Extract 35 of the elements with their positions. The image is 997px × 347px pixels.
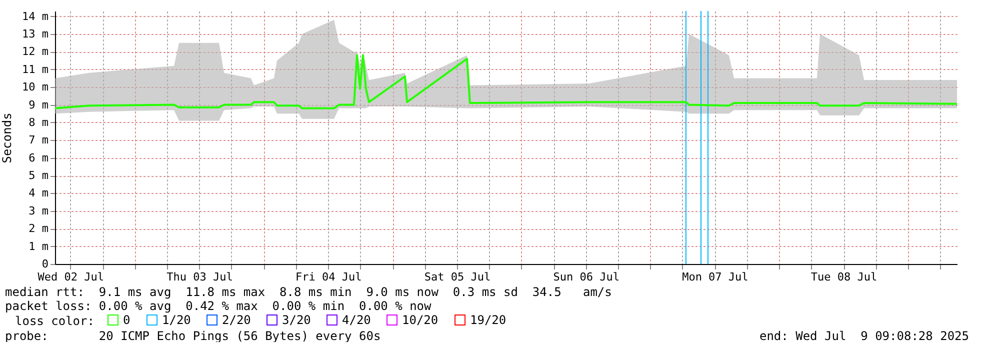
legend-label: 0: [123, 313, 130, 327]
legend-label: 2/20: [222, 313, 251, 327]
y-tick-label: 3 m: [28, 204, 49, 218]
y-tick-label: 2 m: [28, 222, 49, 236]
legend-label: 3/20: [282, 313, 311, 327]
legend-label: 1/20: [162, 313, 191, 327]
y-axis-title: Seconds: [0, 112, 14, 164]
y-tick-label: 8 m: [28, 116, 49, 129]
y-tick-label: 7 m: [28, 134, 49, 147]
y-tick-label: 13 m: [22, 28, 49, 40]
y-tick-label: 0: [42, 258, 48, 270]
legend-label: 4/20: [342, 313, 371, 327]
legend-title: loss color:: [15, 314, 94, 328]
text: end: Wed Jul 9 09:08:28 2025: [759, 329, 969, 343]
line-series: [54, 54, 958, 110]
y-tick-label: 6 m: [28, 151, 49, 164]
x-tick-label: Mon 07 Jul: [682, 270, 748, 284]
y-tick-label: 4 m: [28, 186, 49, 200]
y-tick-label: 14 m: [22, 10, 49, 23]
legend-label: 19/20: [470, 313, 506, 327]
y-tick-label: 10 m: [22, 80, 49, 94]
y-tick-label: 9 m: [28, 98, 49, 112]
legend-label: 10/20: [402, 313, 438, 327]
text: packet loss: 0.00 % avg 0.42 % max 0.00 % min 0.00 % now: [5, 299, 432, 313]
x-tick-label: Thu 03 Jul: [166, 270, 233, 284]
y-tick-label: 12 m: [22, 45, 49, 58]
x-tick-label: Tue 08 Jul: [810, 270, 878, 284]
x-tick-label: Fri 04 Jul: [295, 270, 362, 284]
x-tick-label: Sat 05 Jul: [424, 270, 491, 284]
y-tick-label: 11 m: [22, 62, 49, 76]
y-tick-label: 5 m: [28, 169, 49, 182]
text: median rtt: 9.1 ms avg 11.8 ms max 8.8 ms min 9.0 ms now 0.3 ms sd 34.5 am/s: [5, 285, 612, 299]
y-tick-label: 1 m: [28, 240, 49, 253]
x-tick-label: Wed 02 Jul: [38, 270, 104, 284]
x-tick-label: Sun 06 Jul: [553, 270, 620, 284]
